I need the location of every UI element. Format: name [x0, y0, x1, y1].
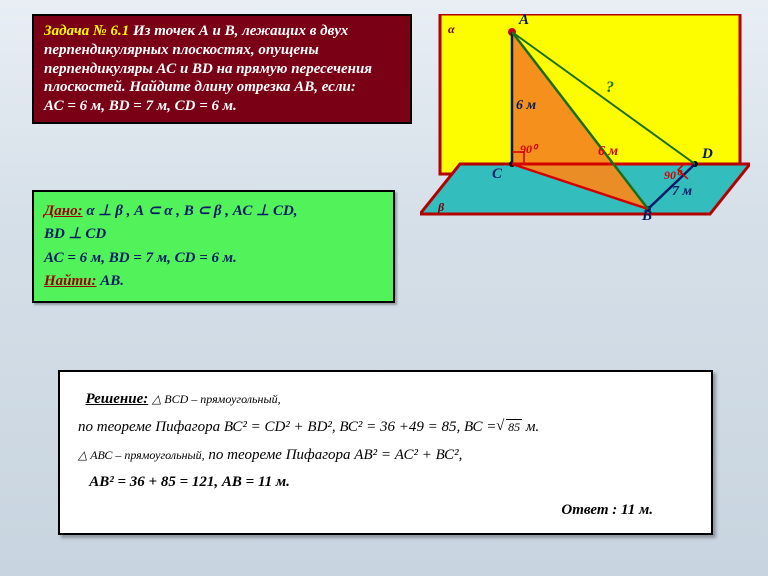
find-value: АВ.	[97, 273, 125, 289]
sqrt-val: 85	[506, 419, 522, 434]
label-beta: β	[438, 200, 444, 215]
label-bd: 7 м	[672, 184, 692, 200]
figure-svg	[420, 14, 750, 244]
solution-answer: Ответ : 11 м.	[78, 497, 693, 525]
find-label: Найти:	[44, 273, 97, 289]
figure: А В С D α β 6 м 6 м 7 м ? 90⁰ 90⁰	[420, 14, 750, 244]
label-alpha: α	[448, 22, 455, 37]
task-title: Задача № 6.1	[44, 23, 129, 39]
sol-l2b: м.	[522, 419, 539, 435]
sol-l3a: △ АВС – прямоугольный,	[78, 448, 205, 462]
given-label: Дано:	[44, 203, 83, 219]
sol-l3b: по теореме Пифагора АВ² = АС² + ВС²,	[205, 447, 463, 463]
task-values: АС = 6 м, ВD = 7 м, СD = 6 м.	[44, 98, 237, 114]
given-line2: BD ⊥ CD	[44, 223, 383, 246]
given-line1: α ⊥ β , А ⊂ α , В ⊂ β , АС ⊥ СD,	[83, 203, 298, 219]
label-cd: 6 м	[598, 144, 618, 160]
solution-box: Решение: △ BCD – прямоугольный, по теоре…	[58, 370, 713, 535]
label-ang2: 90⁰	[664, 168, 681, 183]
sol-l1: △ BCD – прямоугольный,	[152, 392, 281, 406]
given-box: Дано: α ⊥ β , А ⊂ α , В ⊂ β , АС ⊥ СD, B…	[32, 190, 395, 303]
given-line3: АС = 6 м, ВD = 7 м, СD = 6 м.	[44, 247, 383, 270]
sol-l2: по теореме Пифагора ВС² = СD² + BD², ВС²…	[78, 419, 500, 435]
label-q: ?	[606, 79, 614, 97]
label-a: А	[519, 12, 529, 29]
label-c: С	[492, 166, 502, 183]
sqrt-icon: 85	[500, 414, 522, 442]
label-ang1: 90⁰	[520, 142, 537, 157]
label-ac: 6 м	[516, 98, 536, 114]
label-b: В	[642, 208, 652, 225]
sol-l4: АВ² = 36 + 85 = 121, АВ = 11 м.	[89, 474, 290, 490]
solution-label: Решение:	[86, 391, 149, 407]
task-box: Задача № 6.1 Из точек А и В, лежащих в д…	[32, 14, 412, 124]
label-d: D	[702, 146, 713, 163]
